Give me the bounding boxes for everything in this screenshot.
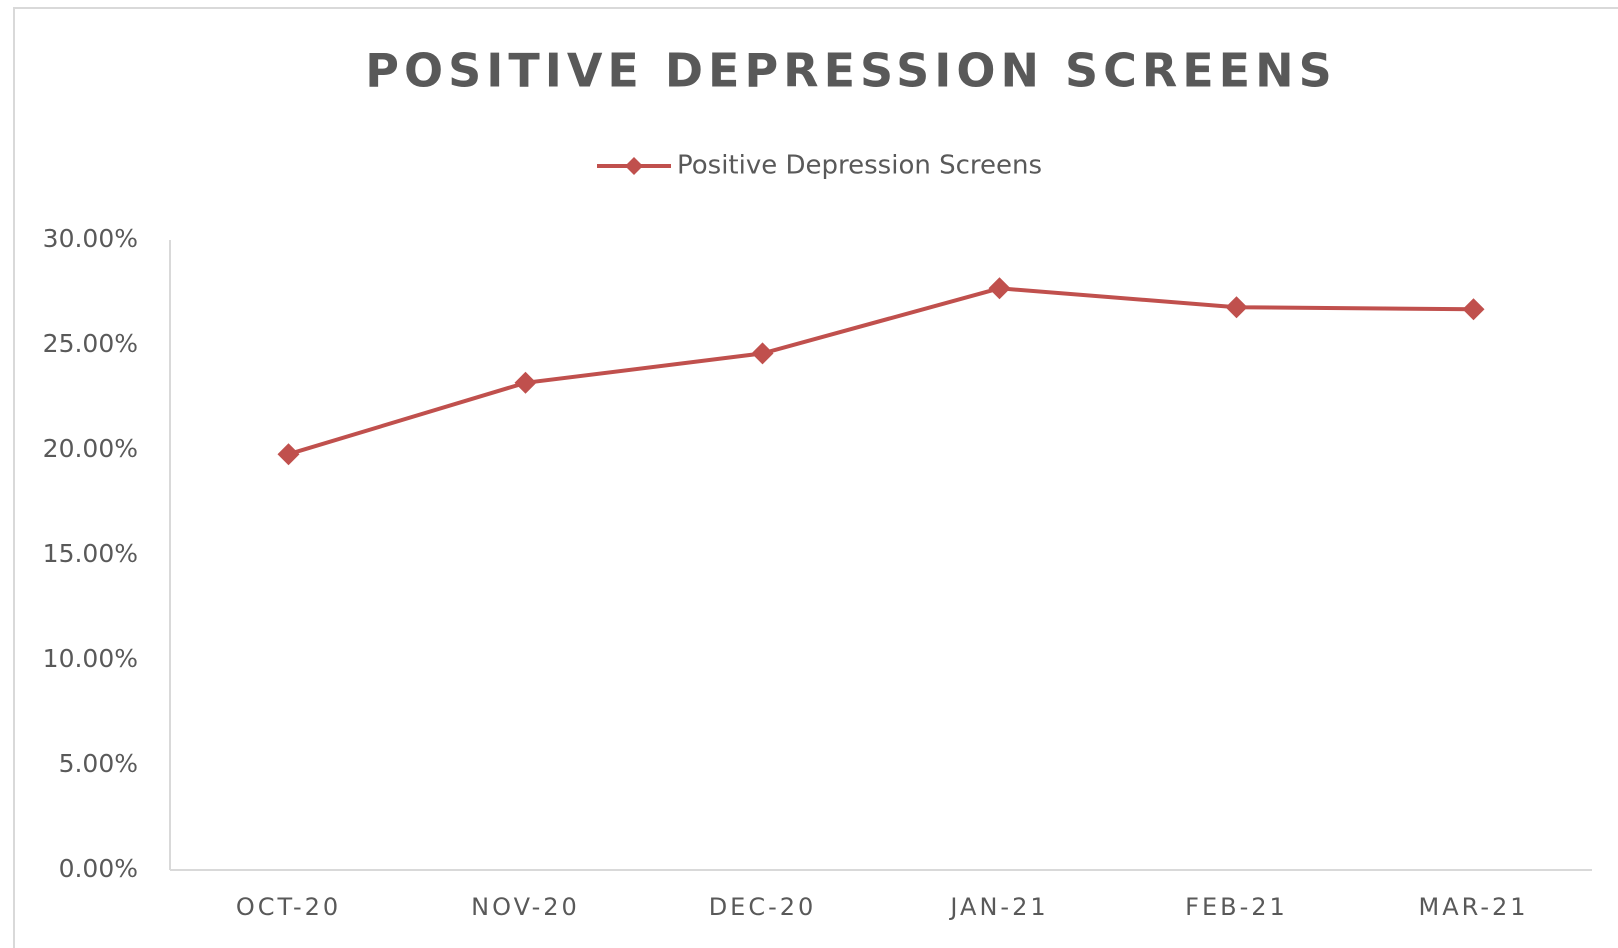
x-tick-label: OCT-20 bbox=[236, 893, 341, 921]
y-tick-label: 15.00% bbox=[43, 539, 138, 568]
data-point bbox=[277, 443, 300, 466]
legend-label: Positive Depression Screens bbox=[677, 151, 1042, 181]
x-tick-label: DEC-20 bbox=[709, 893, 817, 921]
data-point bbox=[1225, 296, 1248, 319]
x-tick-label: JAN-21 bbox=[948, 893, 1048, 921]
y-tick-label: 5.00% bbox=[59, 749, 138, 778]
data-point bbox=[1462, 298, 1485, 321]
chart-border bbox=[13, 7, 1618, 948]
data-line bbox=[287, 286, 1474, 457]
x-tick-label: NOV-20 bbox=[471, 893, 580, 921]
y-tick-label: 30.00% bbox=[43, 224, 138, 253]
data-point bbox=[514, 371, 537, 394]
x-tick-label: FEB-21 bbox=[1185, 893, 1288, 921]
data-point bbox=[988, 277, 1011, 300]
y-tick-label: 10.00% bbox=[43, 644, 138, 673]
data-point bbox=[751, 342, 774, 365]
y-tick-label: 20.00% bbox=[43, 434, 138, 463]
y-tick-label: 25.00% bbox=[43, 329, 138, 358]
x-tick-label: MAR-21 bbox=[1418, 893, 1528, 921]
legend-marker bbox=[625, 157, 643, 175]
chart-title: POSITIVE DEPRESSION SCREENS bbox=[365, 44, 1336, 98]
y-tick-label: 0.00% bbox=[59, 854, 138, 883]
